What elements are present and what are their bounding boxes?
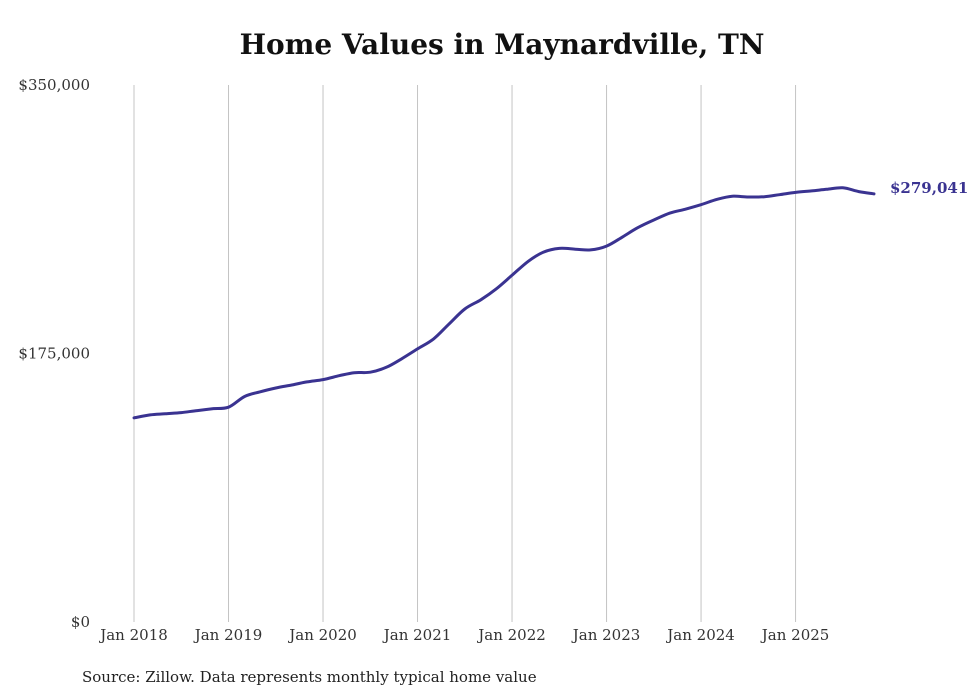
y-tick-label: $350,000 (18, 76, 90, 94)
x-tick-label: Jan 2025 (760, 626, 830, 644)
y-axis-ticks: $0 $175,000 $350,000 (18, 76, 90, 631)
y-tick-label: $0 (71, 613, 90, 631)
x-tick-label: Jan 2023 (571, 626, 641, 644)
y-tick-label: $175,000 (18, 345, 90, 363)
x-tick-label: Jan 2021 (382, 626, 452, 644)
x-tick-label: Jan 2022 (476, 626, 546, 644)
end-labels: $279,041 (890, 179, 968, 197)
vertical-gridlines (133, 85, 797, 622)
x-axis-ticks: Jan 2018 Jan 2019 Jan 2020 Jan 2021 Jan 2022… (98, 626, 829, 644)
x-tick-label: Jan 2020 (287, 626, 357, 644)
end-value-label: $279,041 (890, 179, 968, 197)
source-note: Source: Zillow. Data represents monthly … (82, 668, 537, 686)
series-lines (132, 186, 876, 420)
series-line-0 (132, 186, 876, 420)
x-tick-label: Jan 2019 (193, 626, 263, 644)
x-tick-label: Jan 2024 (665, 626, 735, 644)
chart-title: Home Values in Maynardville, TN (239, 28, 765, 61)
x-tick-label: Jan 2018 (98, 626, 168, 644)
